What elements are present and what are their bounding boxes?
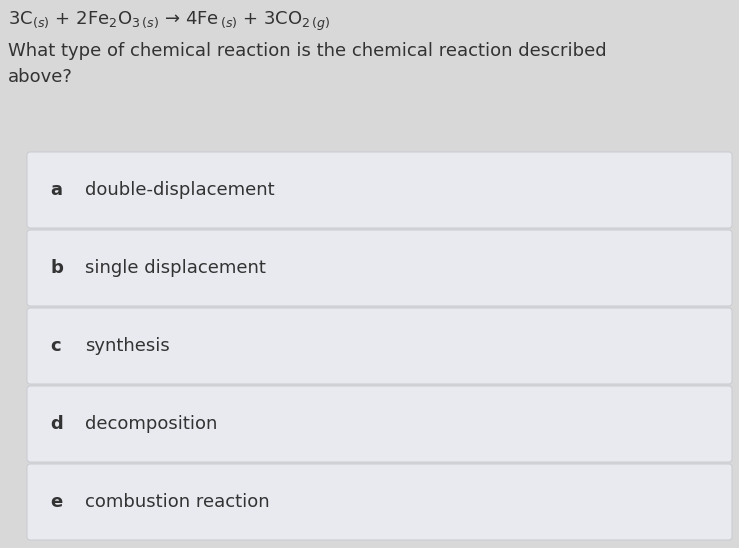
FancyBboxPatch shape [27,464,732,540]
Text: c: c [50,337,61,355]
Text: single displacement: single displacement [85,259,266,277]
Text: e: e [50,493,62,511]
FancyBboxPatch shape [27,308,732,384]
FancyBboxPatch shape [27,230,732,306]
Text: above?: above? [8,68,73,86]
Text: 3C$_{(s)}$ + 2Fe$_2$O$_{3\,(s)}$ → 4Fe$_{\,(s)}$ + 3CO$_{2\,(g)}$: 3C$_{(s)}$ + 2Fe$_2$O$_{3\,(s)}$ → 4Fe$_… [8,10,331,33]
Text: d: d [50,415,63,433]
Text: a: a [50,181,62,199]
Text: decomposition: decomposition [85,415,217,433]
FancyBboxPatch shape [27,152,732,228]
Text: combustion reaction: combustion reaction [85,493,270,511]
Text: synthesis: synthesis [85,337,170,355]
Text: What type of chemical reaction is the chemical reaction described: What type of chemical reaction is the ch… [8,42,607,60]
Text: double-displacement: double-displacement [85,181,275,199]
FancyBboxPatch shape [27,386,732,462]
Text: b: b [50,259,63,277]
